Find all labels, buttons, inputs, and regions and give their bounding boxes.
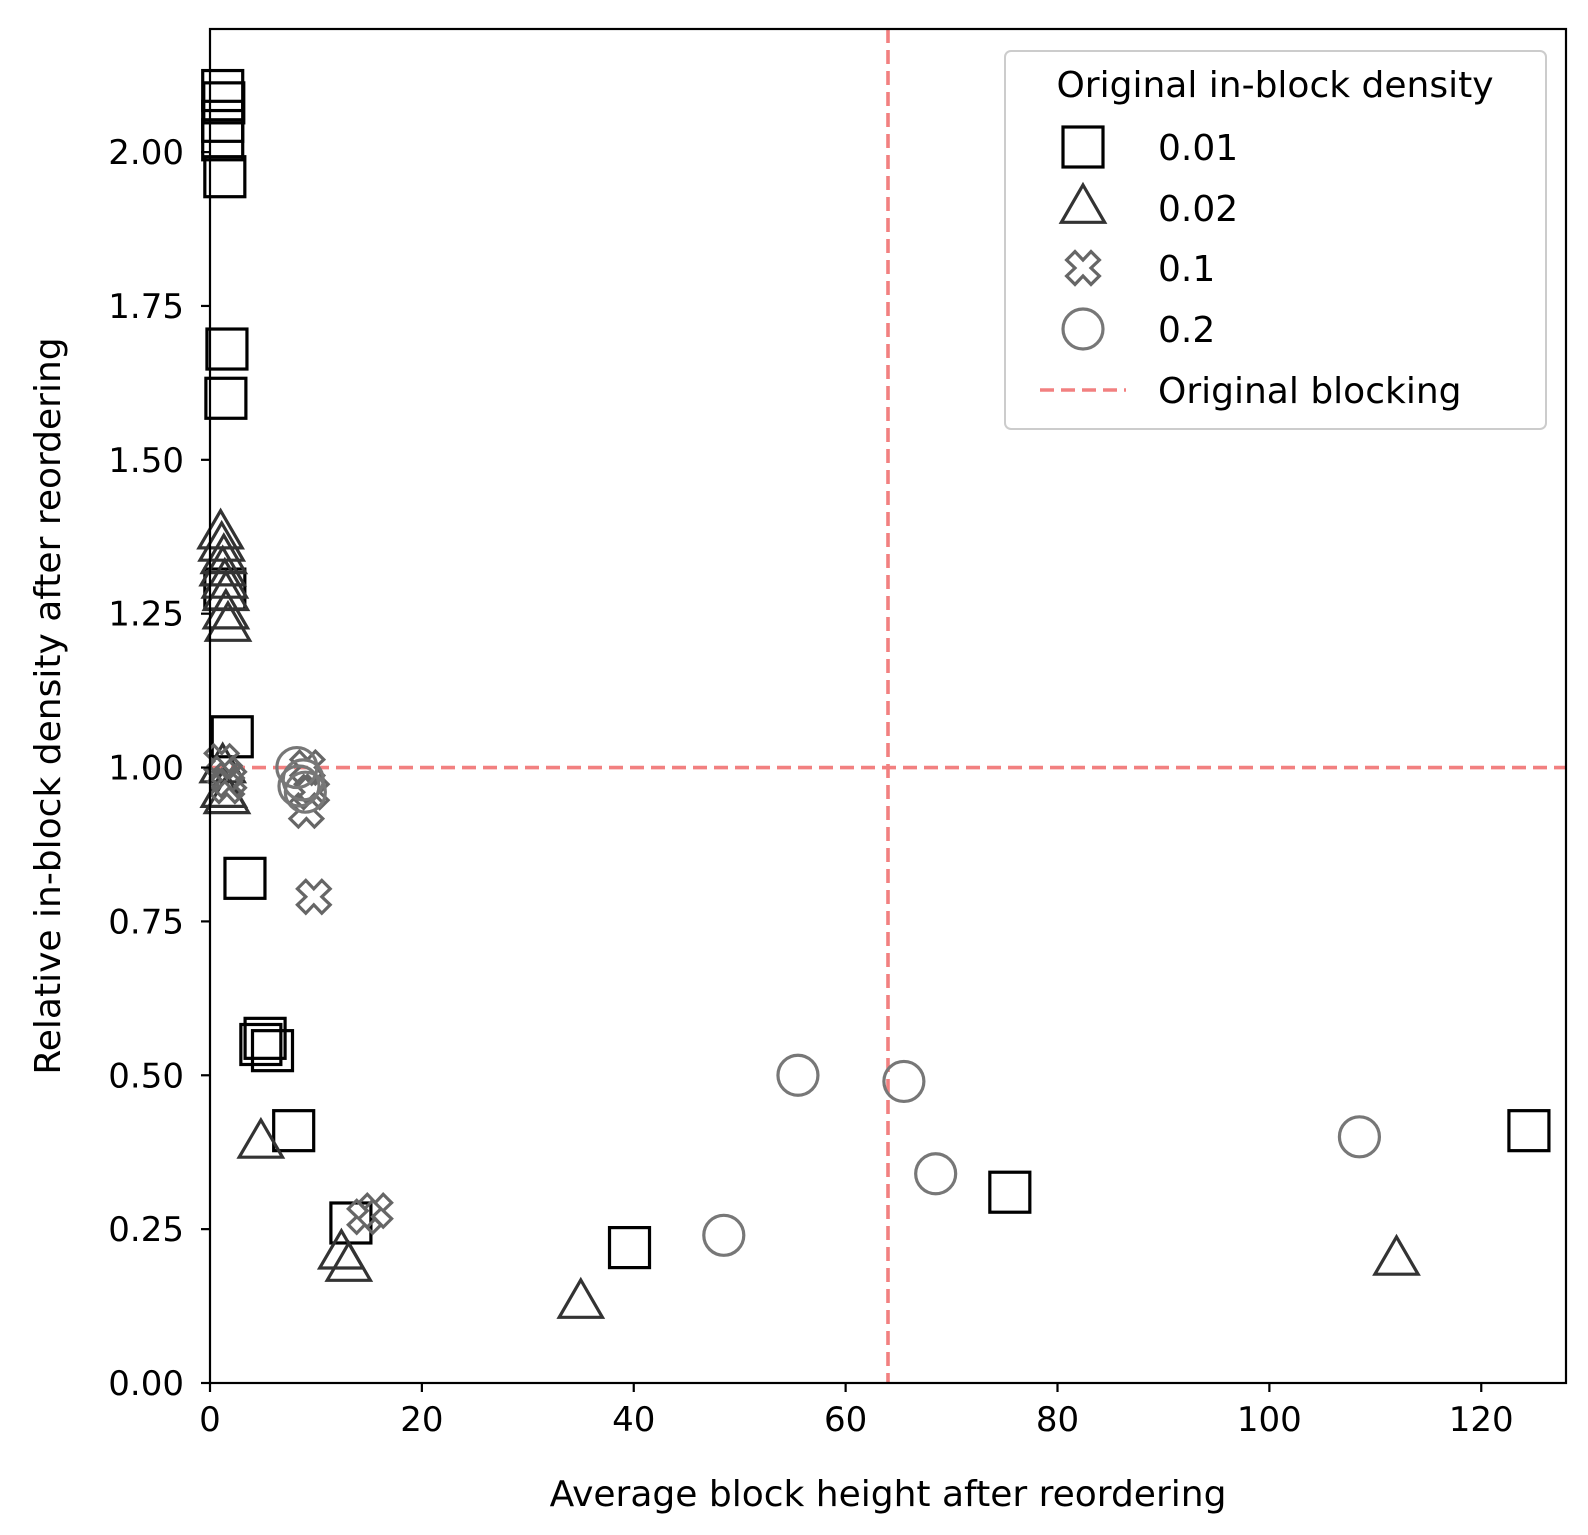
data-point-circle-8 — [1337, 1115, 1382, 1159]
legend-label: 0.2 — [1158, 310, 1215, 351]
x-tick-label: 120 — [1449, 1400, 1514, 1440]
x-axis-label: Average block height after reordering — [550, 1474, 1227, 1515]
x-tick-label: 20 — [400, 1400, 443, 1440]
data-point-square-10 — [243, 1016, 287, 1060]
x-axis-ticks: 0 20 40 60 80 100 120 — [199, 1383, 1514, 1440]
legend-title: Original in-block density — [1056, 65, 1493, 106]
data-point-triangle-14 — [556, 1276, 606, 1319]
data-point-square-17 — [1507, 1109, 1551, 1153]
data-point-triangle-3 — [198, 544, 248, 587]
data-point-square-3 — [201, 118, 245, 162]
data-point-triangle-7 — [203, 599, 253, 642]
y-tick-label: 0.50 — [108, 1056, 184, 1096]
y-tick-label: 1.50 — [108, 441, 184, 481]
legend: Original in-block density 0.01 0.02 0.1 0.2… — [1004, 50, 1547, 430]
data-point-circle-2 — [277, 764, 321, 808]
y-tick-label: 0.00 — [108, 1364, 184, 1404]
reference-lines — [210, 29, 1566, 1383]
legend-label: Original blocking — [1158, 371, 1462, 412]
y-tick-label: 0.25 — [108, 1210, 184, 1250]
data-point-x-4 — [288, 748, 327, 787]
data-point-square-15 — [607, 1225, 652, 1270]
y-axis-label: Relative in-block density after reorderi… — [28, 337, 69, 1074]
data-point-circle-3 — [283, 770, 327, 814]
data-point-triangle-13 — [324, 1239, 374, 1282]
y-tick-label: 1.75 — [108, 287, 184, 327]
series-circle-markers — [275, 745, 1382, 1257]
data-point-square-16 — [988, 1170, 1032, 1214]
data-point-circle-5 — [776, 1053, 820, 1097]
data-point-circle-6 — [882, 1059, 926, 1104]
data-point-triangle-6 — [201, 587, 251, 630]
y-tick-label: 1.25 — [108, 595, 184, 635]
legend-label: 0.1 — [1158, 249, 1215, 290]
x-tick-label: 0 — [199, 1400, 221, 1440]
x-tick-label: 40 — [612, 1400, 655, 1440]
legend-label: 0.02 — [1158, 189, 1238, 230]
data-point-circle-7 — [914, 1152, 958, 1196]
data-point-x-0 — [203, 742, 241, 781]
data-point-triangle-2 — [199, 532, 249, 575]
y-tick-label: 0.75 — [108, 902, 184, 942]
plot-frame — [208, 27, 1568, 1385]
data-point-circle-0 — [275, 745, 319, 790]
y-axis-ticks: 0.00 0.25 0.50 0.75 1.00 1.25 1.50 1.75 2.00 — [108, 133, 210, 1404]
data-point-triangle-11 — [236, 1116, 286, 1159]
data-point-square-11 — [250, 1029, 295, 1073]
y-tick-label: 1.00 — [108, 749, 184, 789]
x-tick-label: 100 — [1237, 1400, 1302, 1440]
legend-marker-square — [1061, 125, 1105, 169]
legend-label: 0.01 — [1158, 128, 1238, 169]
legend-box — [1004, 50, 1547, 430]
data-markers — [196, 68, 1551, 1319]
data-point-circle-4 — [702, 1213, 746, 1257]
data-point-triangle-4 — [200, 556, 250, 599]
data-point-triangle-15 — [1372, 1233, 1421, 1276]
data-point-square-13 — [272, 1109, 316, 1153]
x-tick-label: 60 — [824, 1400, 867, 1440]
data-point-x-3 — [210, 761, 248, 799]
x-tick-label: 80 — [1036, 1400, 1079, 1440]
y-tick-label: 2.00 — [108, 133, 184, 173]
data-point-x-9 — [356, 1192, 394, 1230]
data-point-square-9 — [223, 856, 267, 900]
data-point-circle-1 — [281, 758, 325, 802]
data-point-square-12 — [239, 1022, 283, 1067]
data-point-square-4 — [203, 155, 247, 199]
data-point-square-5 — [205, 327, 249, 371]
data-point-square-6 — [204, 376, 248, 420]
data-point-x-7 — [295, 878, 333, 916]
legend-marker-triangle — [1058, 181, 1108, 224]
legend-marker-circle — [1061, 307, 1105, 351]
legend-marker-x — [1064, 249, 1102, 287]
